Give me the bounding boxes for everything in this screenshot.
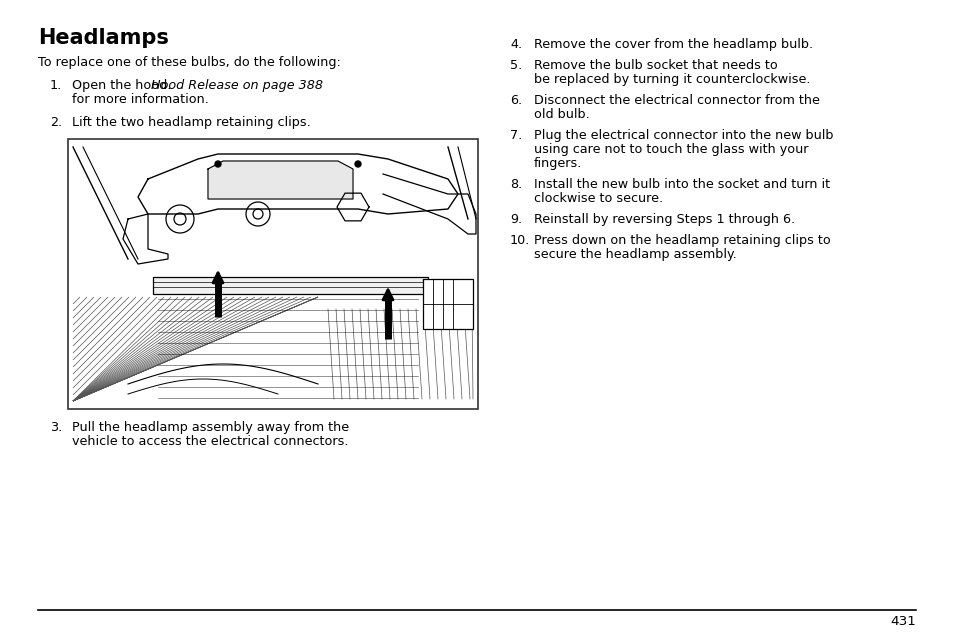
- Text: Disconnect the electrical connector from the: Disconnect the electrical connector from…: [534, 94, 819, 107]
- Circle shape: [355, 161, 360, 167]
- Text: Install the new bulb into the socket and turn it: Install the new bulb into the socket and…: [534, 178, 829, 191]
- Text: 3.: 3.: [50, 421, 62, 434]
- Text: clockwise to secure.: clockwise to secure.: [534, 192, 662, 205]
- Text: 8.: 8.: [510, 178, 521, 191]
- Text: Remove the bulb socket that needs to: Remove the bulb socket that needs to: [534, 59, 777, 72]
- Text: 6.: 6.: [510, 94, 521, 107]
- Text: 4.: 4.: [510, 38, 521, 51]
- Text: old bulb.: old bulb.: [534, 108, 589, 121]
- Text: using care not to touch the glass with your: using care not to touch the glass with y…: [534, 143, 807, 156]
- Text: To replace one of these bulbs, do the following:: To replace one of these bulbs, do the fo…: [38, 56, 340, 69]
- Polygon shape: [208, 161, 353, 199]
- Text: 1.: 1.: [50, 79, 62, 92]
- Text: Headlamps: Headlamps: [38, 28, 169, 48]
- Text: 5.: 5.: [510, 59, 521, 72]
- Text: 10.: 10.: [510, 234, 530, 247]
- Text: secure the headlamp assembly.: secure the headlamp assembly.: [534, 248, 736, 261]
- Bar: [68, 139, 477, 409]
- Text: be replaced by turning it counterclockwise.: be replaced by turning it counterclockwi…: [534, 73, 810, 86]
- Text: Lift the two headlamp retaining clips.: Lift the two headlamp retaining clips.: [71, 116, 311, 129]
- Text: 2.: 2.: [50, 116, 62, 129]
- Text: 7.: 7.: [510, 129, 521, 142]
- Text: Reinstall by reversing Steps 1 through 6.: Reinstall by reversing Steps 1 through 6…: [534, 213, 794, 226]
- Text: 431: 431: [889, 615, 915, 628]
- Text: 9.: 9.: [510, 213, 521, 226]
- Circle shape: [214, 161, 221, 167]
- Text: for more information.: for more information.: [71, 93, 209, 106]
- Text: Pull the headlamp assembly away from the: Pull the headlamp assembly away from the: [71, 421, 349, 434]
- Bar: [422, 279, 473, 329]
- Text: fingers.: fingers.: [534, 157, 581, 170]
- Text: Plug the electrical connector into the new bulb: Plug the electrical connector into the n…: [534, 129, 833, 142]
- Text: Hood Release on page 388: Hood Release on page 388: [151, 79, 323, 92]
- Text: Remove the cover from the headlamp bulb.: Remove the cover from the headlamp bulb.: [534, 38, 812, 51]
- Text: Open the hood.: Open the hood.: [71, 79, 175, 92]
- Bar: [152, 277, 428, 294]
- Text: vehicle to access the electrical connectors.: vehicle to access the electrical connect…: [71, 435, 348, 448]
- Text: Press down on the headlamp retaining clips to: Press down on the headlamp retaining cli…: [534, 234, 830, 247]
- Bar: [69, 294, 476, 408]
